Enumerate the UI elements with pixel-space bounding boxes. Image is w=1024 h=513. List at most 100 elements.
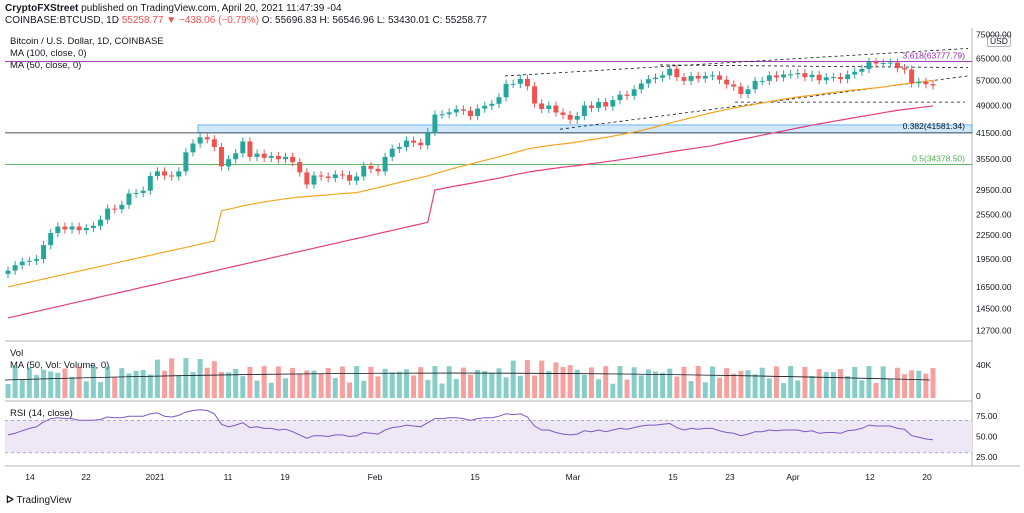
candle-body — [596, 102, 602, 108]
candle-body — [873, 62, 879, 64]
volume-bar — [55, 372, 61, 398]
volume-bar — [709, 366, 715, 398]
time-tick-label: 11 — [224, 472, 233, 482]
volume-bar — [631, 367, 637, 398]
volume-bar — [176, 375, 182, 398]
volume-bar — [816, 369, 822, 398]
candle-body — [275, 155, 281, 160]
volume-bar — [752, 374, 758, 398]
candle-body — [48, 233, 54, 246]
publish-info: published on TradingView.com, April 20, … — [81, 3, 342, 14]
ma50-legend[interactable]: MA (50, close, 0) — [10, 60, 82, 71]
candle-body — [603, 102, 609, 107]
candle-body — [524, 78, 530, 87]
candle-body — [361, 165, 367, 177]
candle-body — [297, 162, 303, 173]
candle-body — [674, 68, 680, 78]
volume-bar — [717, 377, 723, 398]
volume-bar — [261, 366, 267, 398]
volume-bar — [382, 368, 388, 398]
volume-bar — [48, 371, 54, 398]
volume-bar — [859, 380, 865, 398]
volume-bar — [617, 366, 623, 398]
candle-body — [389, 148, 395, 157]
volume-bar — [411, 375, 417, 398]
volume-bar — [482, 371, 488, 398]
candle-body — [752, 80, 758, 90]
candle-body — [887, 62, 893, 64]
publisher-name[interactable]: CryptoFXStreet — [5, 3, 79, 14]
volume-bar — [802, 366, 808, 398]
volume-bar — [845, 375, 851, 398]
candle-body — [838, 77, 843, 80]
volume-bar — [140, 370, 146, 398]
ma100-series-line — [7, 105, 934, 319]
candle-body — [510, 83, 516, 85]
volume-bar — [539, 360, 545, 398]
candle-body — [660, 75, 666, 78]
volume-bar — [588, 367, 594, 398]
volume-bar — [930, 368, 936, 398]
candle-body — [432, 114, 438, 132]
volume-legend[interactable]: Vol — [10, 348, 24, 359]
price-tick-label: 22500.00 — [976, 230, 1012, 240]
volume-bar — [325, 367, 331, 398]
candle-body — [795, 73, 801, 75]
volume-bar — [126, 373, 132, 398]
rsi-legend[interactable]: RSI (14, close) — [10, 408, 73, 419]
price-tick-label: 49000.00 — [976, 100, 1012, 110]
volume-bar — [183, 358, 189, 398]
volume-bar — [902, 374, 908, 398]
candle-body — [845, 74, 851, 80]
candle-body — [354, 176, 360, 181]
volume-bar — [389, 372, 395, 398]
tradingview-logo[interactable]: ᐅ TradingView — [6, 495, 72, 506]
candle-body — [69, 226, 75, 230]
candle-body — [709, 75, 715, 77]
candle-body — [33, 259, 39, 261]
candle-body — [830, 77, 836, 79]
volume-bar — [347, 382, 353, 398]
volume-bar — [830, 372, 836, 398]
volume-bar — [290, 367, 296, 398]
volume-bar — [211, 361, 217, 398]
volume-bar — [581, 374, 587, 398]
candle-body — [638, 83, 644, 90]
volume-bar — [759, 367, 765, 398]
volume-bar — [69, 376, 75, 398]
volume-bar — [275, 366, 281, 398]
volume-bar — [781, 383, 787, 398]
volume-bar — [162, 370, 168, 398]
candle-body — [147, 175, 153, 191]
publisher-line: CryptoFXStreet published on TradingView.… — [5, 3, 342, 15]
price-tick-label: 75000.00 — [976, 30, 1012, 40]
currency-badge[interactable]: USD — [987, 35, 1011, 47]
volume-bar — [368, 366, 374, 398]
volume-bar — [425, 379, 431, 398]
volume-bar — [724, 368, 730, 398]
volume-bar — [226, 372, 232, 398]
footer-brand: TradingView — [16, 495, 72, 506]
candle-body — [41, 245, 47, 260]
volume-bar — [268, 382, 274, 398]
candle-body — [766, 75, 772, 81]
volume-bar — [624, 379, 630, 398]
volume-bar — [553, 362, 559, 398]
candle-body — [581, 105, 587, 117]
volume-bar — [524, 360, 530, 398]
volume-ma-legend[interactable]: MA (50, Vol: Volume, 0) — [10, 360, 110, 371]
candle-body — [560, 112, 566, 115]
volume-bar — [119, 368, 125, 398]
candle-body — [261, 153, 267, 158]
volume-bar — [567, 365, 573, 398]
candle-body — [112, 208, 118, 210]
symbol-name[interactable]: COINBASE:BTCUSD, 1D — [5, 15, 119, 26]
volume-bar — [510, 360, 516, 398]
rsi-tick-label: 75.00 — [976, 411, 998, 421]
volume-bar — [610, 383, 616, 398]
ma100-legend[interactable]: MA (100, close, 0) — [10, 48, 87, 59]
volume-tick-label: 40K — [976, 360, 991, 370]
candle-body — [617, 94, 623, 101]
volume-bar — [90, 366, 96, 398]
